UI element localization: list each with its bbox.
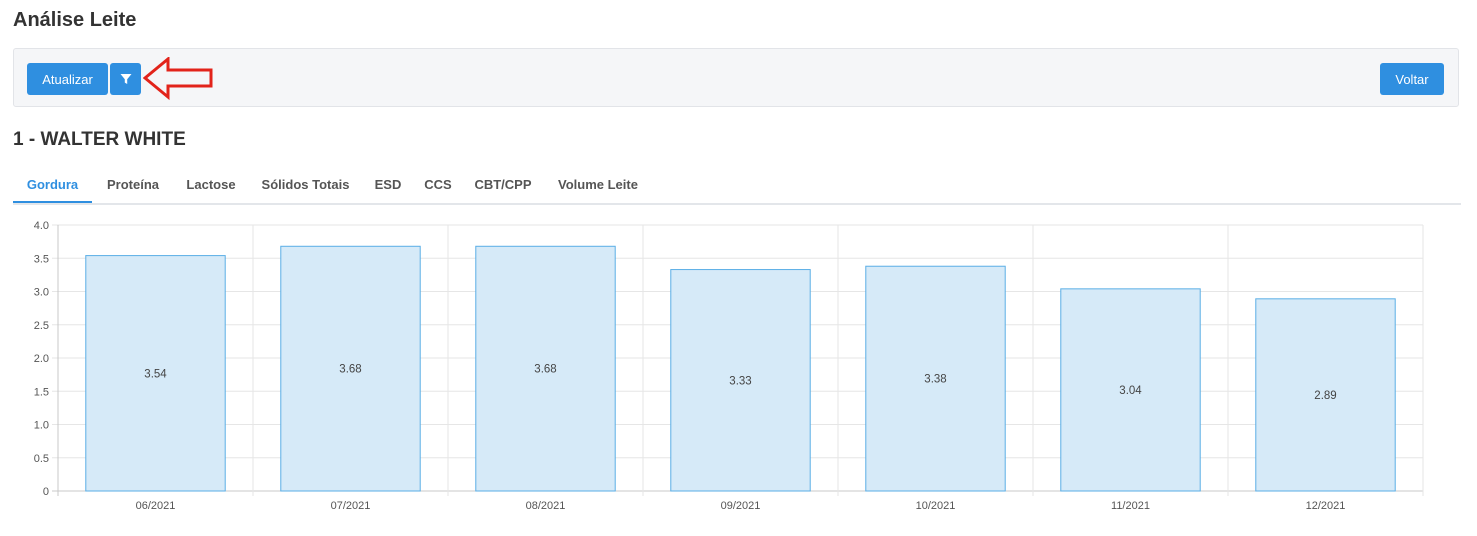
filter-button[interactable] xyxy=(110,63,141,95)
bar-value-label: 3.68 xyxy=(534,364,556,376)
y-tick-label: 2.5 xyxy=(34,320,49,332)
x-tick-label: 11/2021 xyxy=(1111,500,1150,512)
customer-heading: 1 - WALTER WHITE xyxy=(13,129,186,150)
tab-proteina[interactable]: Proteína xyxy=(106,177,159,192)
refresh-button[interactable]: Atualizar xyxy=(27,63,108,95)
y-tick-label: 1.5 xyxy=(34,386,49,398)
tab-ccs[interactable]: CCS xyxy=(424,177,452,192)
y-tick-label: 3.0 xyxy=(34,287,49,299)
bar-value-label: 2.89 xyxy=(1314,390,1336,402)
x-tick-label: 06/2021 xyxy=(136,500,176,512)
gordura-bar-chart: 0 0.5 1.0 1.5 2.0 2.5 3.0 3.5 4.0 3.54 06/2021 3.68… xyxy=(34,220,1424,512)
filter-icon xyxy=(120,74,131,84)
y-tick-label: 0 xyxy=(43,486,49,498)
tab-bar: Gordura Proteína Lactose Sólidos Totais … xyxy=(13,168,1461,205)
x-tick-label: 07/2021 xyxy=(331,500,371,512)
toolbar: Atualizar Voltar xyxy=(13,48,1459,107)
bar-value-label: 3.68 xyxy=(339,364,361,376)
tab-solidos-totais[interactable]: Sólidos Totais xyxy=(261,177,350,192)
x-tick-label: 08/2021 xyxy=(526,500,566,512)
tab-gordura[interactable]: Gordura xyxy=(13,168,92,203)
bar-value-label: 3.33 xyxy=(729,375,751,387)
bar-10-2021 xyxy=(865,265,1006,492)
bar-value-label: 3.54 xyxy=(144,368,167,380)
x-tick-label: 12/2021 xyxy=(1306,500,1346,512)
y-tick-label: 1.0 xyxy=(34,420,49,432)
y-tick-label: 3.5 xyxy=(34,253,49,265)
x-tick-label: 10/2021 xyxy=(916,500,956,512)
bar-09-2021 xyxy=(670,269,811,492)
tab-cbt-cpp[interactable]: CBT/CPP xyxy=(474,177,532,192)
bar-08-2021 xyxy=(475,245,616,492)
bar-11-2021 xyxy=(1060,288,1201,492)
back-button[interactable]: Voltar xyxy=(1380,63,1444,95)
bar-07-2021 xyxy=(280,245,421,492)
bar-06-2021 xyxy=(85,255,226,492)
y-tick-label: 0.5 xyxy=(34,453,49,465)
page-title: Análise Leite xyxy=(13,9,137,31)
annotation-arrow-icon xyxy=(143,57,213,101)
bar-value-label: 3.04 xyxy=(1119,385,1142,397)
bar-value-label: 3.38 xyxy=(924,374,946,386)
y-tick-label: 2.0 xyxy=(34,353,49,365)
tab-esd[interactable]: ESD xyxy=(374,177,402,192)
y-tick-label: 4.0 xyxy=(34,220,49,232)
tab-lactose[interactable]: Lactose xyxy=(186,177,236,192)
tab-volume-leite[interactable]: Volume Leite xyxy=(558,177,638,192)
x-tick-label: 09/2021 xyxy=(721,500,761,512)
bar-12-2021 xyxy=(1255,298,1396,492)
